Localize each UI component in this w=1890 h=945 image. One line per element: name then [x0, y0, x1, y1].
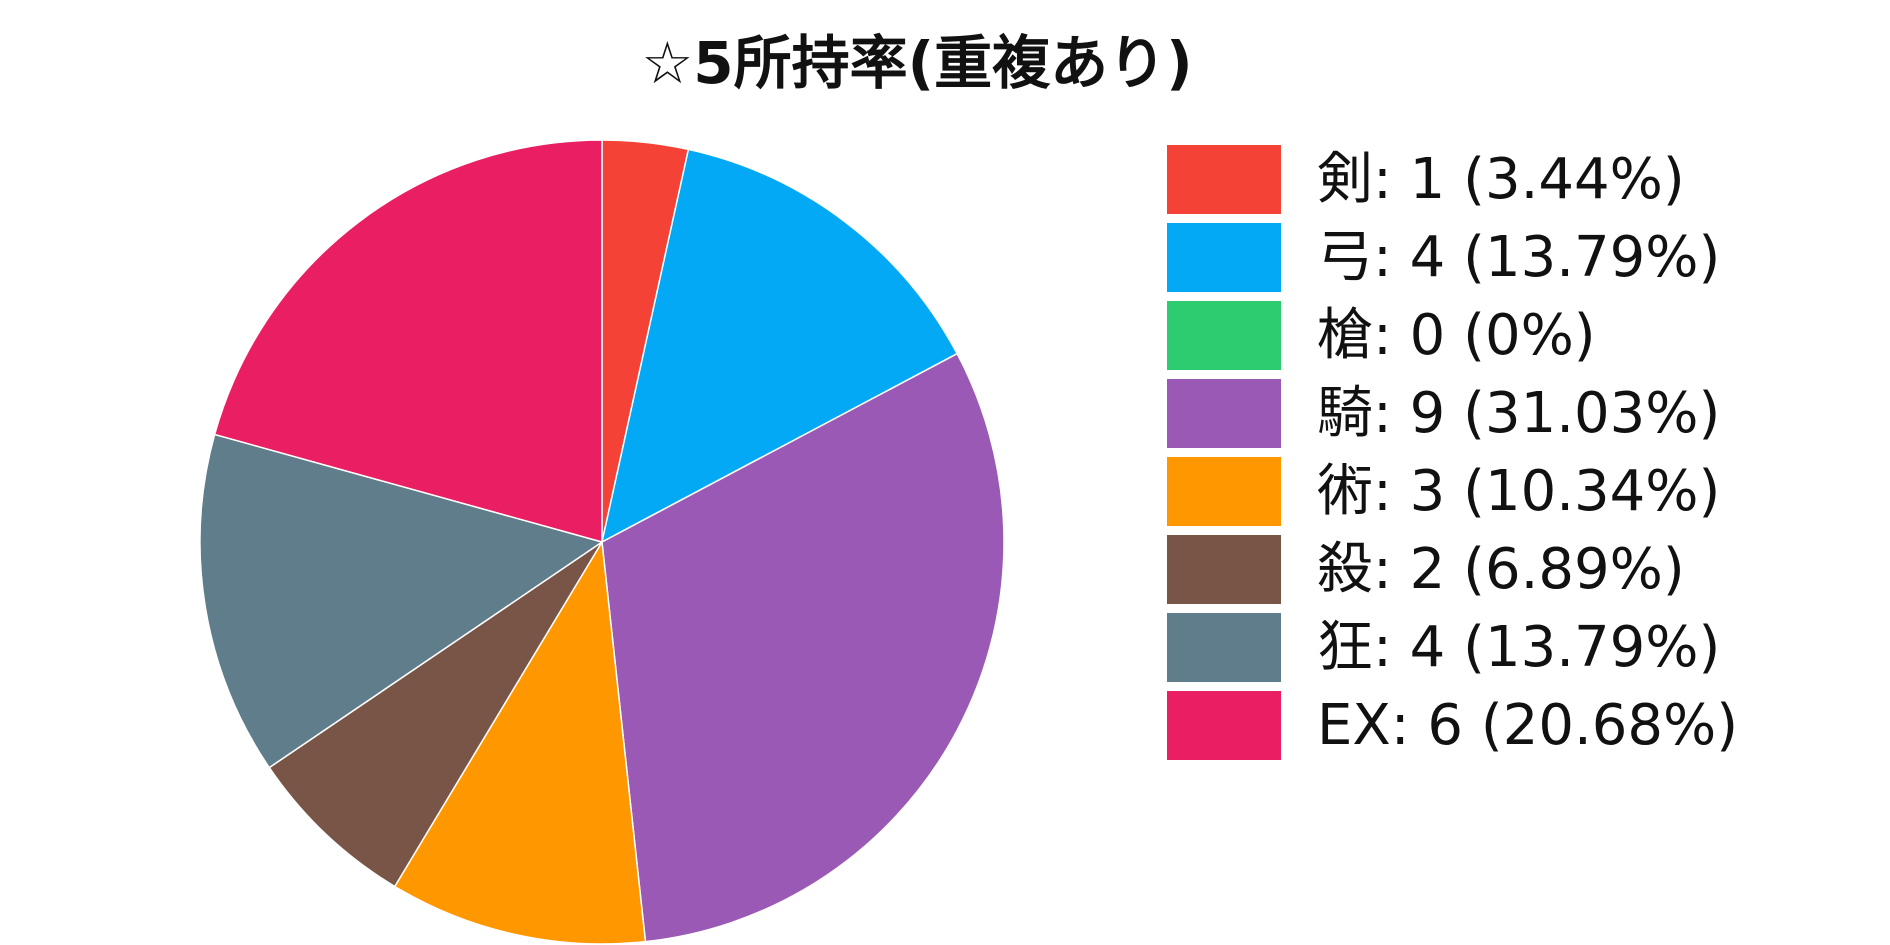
legend-swatch: [1167, 301, 1281, 370]
legend-swatch: [1167, 145, 1281, 214]
legend-swatch: [1167, 613, 1281, 682]
legend-label: 剣: 1 (3.44%): [1317, 147, 1685, 212]
pie-slice: [213, 139, 603, 543]
legend-swatch: [1167, 457, 1281, 526]
pie-slice: [600, 148, 959, 544]
legend-swatch: [1167, 535, 1281, 604]
legend-label: 弓: 4 (13.79%): [1317, 225, 1720, 290]
legend-label: 殺: 2 (6.89%): [1317, 537, 1685, 602]
pie-slice: [393, 539, 647, 945]
legend-label: 術: 3 (10.34%): [1317, 459, 1720, 524]
pie-slice: [199, 433, 604, 769]
legend-label: 槍: 0 (0%): [1317, 303, 1596, 368]
legend-label: 狂: 4 (13.79%): [1317, 615, 1720, 680]
pie-slice: [601, 352, 1005, 943]
legend-swatch: [1167, 691, 1281, 760]
pie-slice: [268, 541, 603, 888]
legend-swatch: [1167, 379, 1281, 448]
legend-swatch: [1167, 223, 1281, 292]
legend-label: EX: 6 (20.68%): [1317, 693, 1738, 758]
legend-label: 騎: 9 (31.03%): [1317, 381, 1720, 446]
chart-title: ☆5所持率(重複あり): [641, 29, 1192, 97]
